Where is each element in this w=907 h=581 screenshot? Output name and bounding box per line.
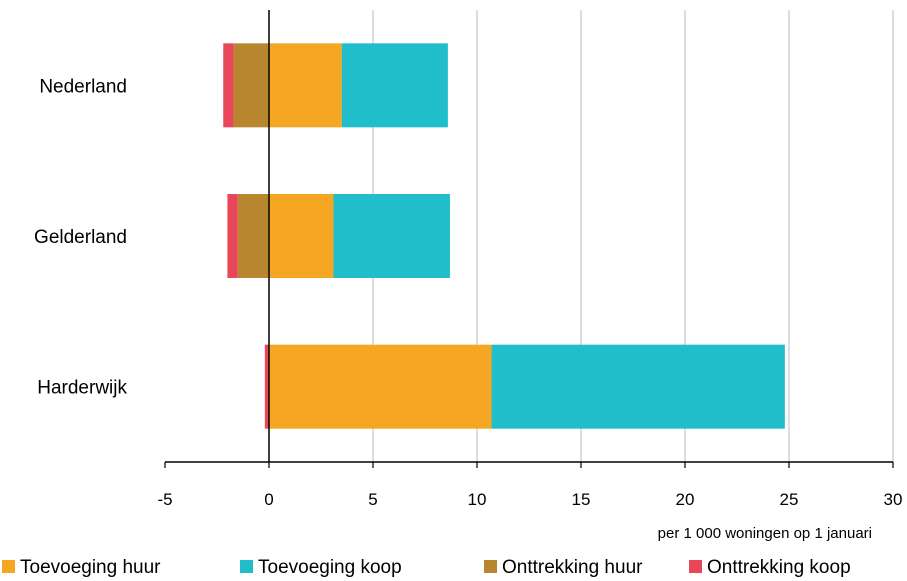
- legend-swatch: [2, 560, 15, 573]
- bar-segment: [233, 43, 269, 128]
- bar-segment: [223, 43, 234, 128]
- x-tick-label: 0: [264, 490, 273, 509]
- bar-segment: [269, 194, 334, 278]
- bar-segment: [341, 43, 448, 128]
- bar-segment: [237, 194, 269, 278]
- x-axis-ticks: -5 0 5 10 15 20 25 30: [157, 462, 902, 509]
- category-label: Nederland: [39, 76, 127, 97]
- legend-label: Onttrekking huur: [502, 557, 643, 578]
- bar-segment: [269, 43, 342, 128]
- legend-label: Toevoeging koop: [258, 557, 402, 578]
- bar-segment: [491, 344, 785, 429]
- x-tick-label: 20: [676, 490, 695, 509]
- x-tick-label: 15: [572, 490, 591, 509]
- category-label: Gelderland: [34, 227, 127, 248]
- x-tick-label: -5: [157, 490, 172, 509]
- legend-label: Toevoeging huur: [20, 557, 161, 578]
- bar-segment: [227, 194, 238, 278]
- category-label: Harderwijk: [37, 378, 127, 399]
- bar-segment: [269, 344, 492, 429]
- bars: [223, 43, 785, 429]
- x-tick-label: 5: [368, 490, 377, 509]
- legend-label: Onttrekking koop: [707, 557, 851, 578]
- x-tick-label: 30: [884, 490, 903, 509]
- x-tick-label: 25: [780, 490, 799, 509]
- legend-swatch: [689, 560, 702, 573]
- bar-segment: [333, 194, 450, 278]
- legend-swatch: [484, 560, 497, 573]
- legend-swatch: [240, 560, 253, 573]
- x-axis-label: per 1 000 woningen op 1 januari: [658, 525, 872, 542]
- x-tick-label: 10: [468, 490, 487, 509]
- bar-segment: [264, 344, 269, 429]
- legend: Toevoeging huur Toevoeging koop Onttrekkin…: [2, 557, 851, 578]
- category-labels: Nederland Gelderland Harderwijk: [34, 76, 127, 398]
